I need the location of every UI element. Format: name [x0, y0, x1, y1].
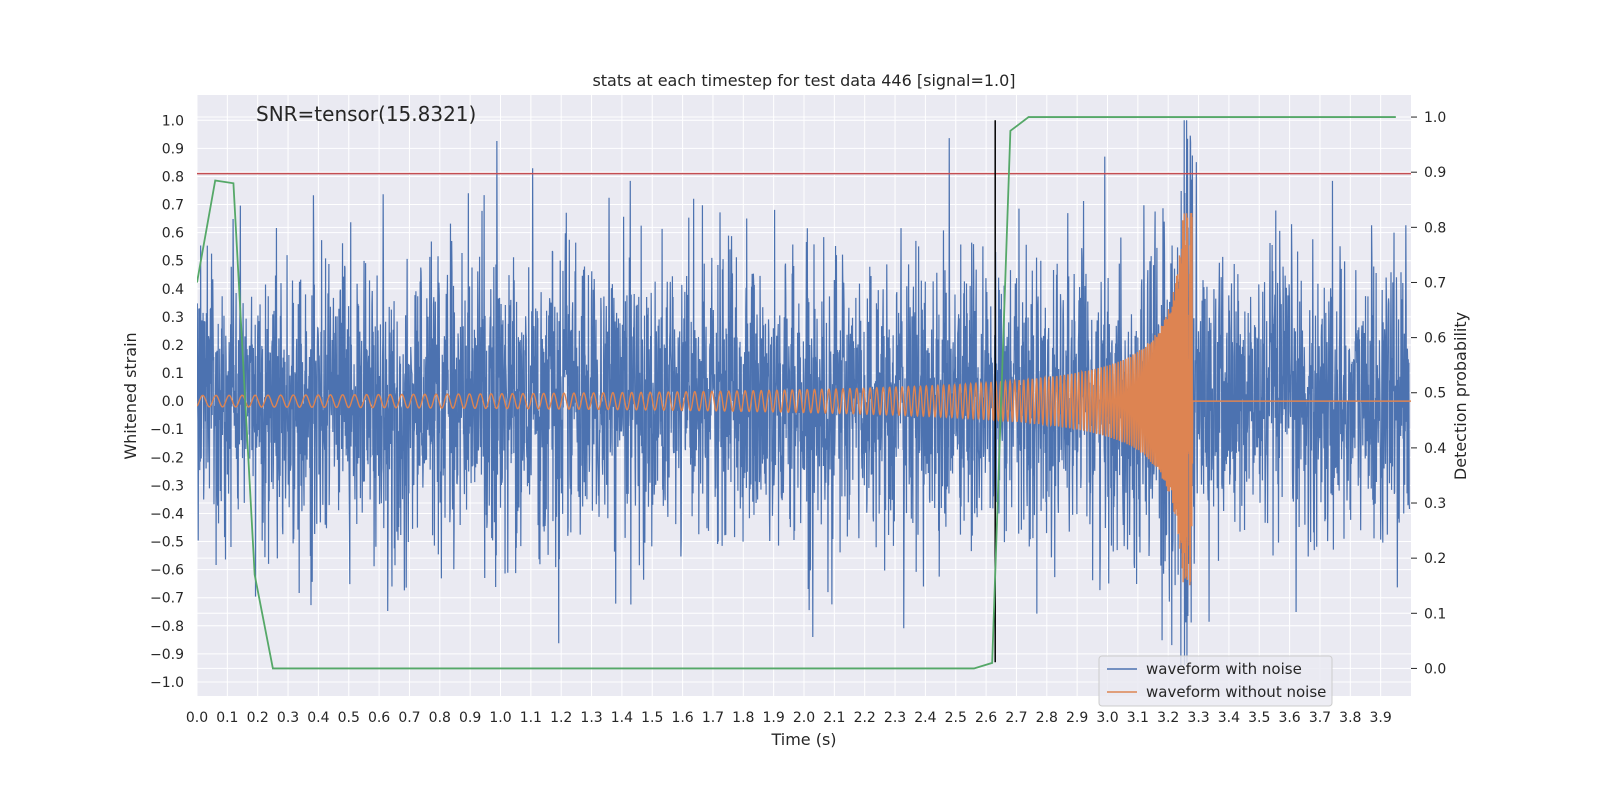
- x-tick-label: 0.2: [247, 710, 269, 726]
- y-axis-ticks: 1.0 0.9 0.8 0.7 0.6 0.5 0.4 0.3 0.2 0.1 0.0 −0.1 −0.…: [150, 113, 184, 691]
- x-tick-label: 0.7: [398, 710, 420, 726]
- y-tick-label: −0.6: [150, 563, 184, 579]
- x-tick-label: 1.1: [520, 710, 542, 726]
- x-tick-label: 2.8: [1036, 710, 1058, 726]
- x-tick-label: 1.6: [671, 710, 693, 726]
- y-tick-label: 1.0: [162, 113, 184, 129]
- y-tick-label: 0.2: [162, 338, 184, 354]
- y-tick-label: 0.5: [162, 254, 184, 270]
- x-tick-label: 3.3: [1187, 710, 1209, 726]
- y-tick-label: −0.1: [150, 422, 184, 438]
- x-tick-label: 1.2: [550, 710, 572, 726]
- x-tick-label: 2.2: [854, 710, 876, 726]
- x-tick-label: 3.9: [1370, 710, 1392, 726]
- x-tick-label: 3.2: [1157, 710, 1179, 726]
- y2-tick-label: 0.2: [1424, 551, 1446, 567]
- series-detection-probability: [197, 116, 1396, 670]
- y-tick-label: 0.9: [162, 141, 184, 157]
- series-waveform-without-noise: [197, 212, 1411, 586]
- chart-marks: [197, 116, 1411, 670]
- legend-label-noise: waveform with noise: [1146, 660, 1302, 678]
- x-tick-label: 0.6: [368, 710, 390, 726]
- y-tick-label: 0.8: [162, 169, 184, 185]
- legend-label-clean: waveform without noise: [1146, 683, 1326, 701]
- legend: waveform with noise waveform without noi…: [1098, 655, 1333, 707]
- y2-tick-label: 0.1: [1424, 606, 1446, 622]
- x-tick-label: 1.5: [641, 710, 663, 726]
- y2-tick-label: 0.7: [1424, 275, 1446, 291]
- y2-axis-label: Detection probability: [1451, 312, 1470, 480]
- x-tick-label: 3.1: [1127, 710, 1149, 726]
- chart-title: stats at each timestep for test data 446…: [592, 71, 1015, 90]
- y2-tick-label: 1.0: [1424, 110, 1446, 126]
- x-tick-label: 1.8: [732, 710, 754, 726]
- y-tick-label: −0.7: [150, 591, 184, 607]
- y2-tick-label: 0.6: [1424, 331, 1446, 347]
- x-tick-label: 3.7: [1309, 710, 1331, 726]
- y-tick-label: 0.0: [162, 394, 184, 410]
- x-tick-label: 1.7: [702, 710, 724, 726]
- y-tick-label: 0.4: [162, 282, 184, 298]
- y-tick-label: −0.4: [150, 506, 184, 522]
- y2-tick-label: 0.8: [1424, 220, 1446, 236]
- x-tick-label: 3.6: [1278, 710, 1300, 726]
- x-tick-label: 3.5: [1248, 710, 1270, 726]
- y2-axis-ticks: 1.0 0.9 0.8 0.7 0.6 0.5 0.4 0.3 0.2 0.1 0.0: [1411, 110, 1446, 677]
- y-tick-label: −0.3: [150, 478, 184, 494]
- x-tick-label: 0.4: [307, 710, 329, 726]
- legend-box: [1098, 655, 1333, 707]
- x-tick-label: 2.3: [884, 710, 906, 726]
- y-tick-label: −0.9: [150, 647, 184, 663]
- y-tick-label: −1.0: [150, 675, 184, 691]
- x-tick-label: 3.4: [1218, 710, 1240, 726]
- y2-tick-label: 0.9: [1424, 165, 1446, 181]
- x-tick-label: 2.6: [975, 710, 997, 726]
- x-tick-label: 3.8: [1339, 710, 1361, 726]
- y2-tick-label: 0.3: [1424, 496, 1446, 512]
- series-waveform-with-noise: [197, 120, 1411, 666]
- y-axis-label: Whitened strain: [121, 332, 140, 459]
- x-tick-label: 2.4: [914, 710, 936, 726]
- x-tick-label: 2.9: [1066, 710, 1088, 726]
- x-tick-label: 0.8: [429, 710, 451, 726]
- x-axis-ticks: 0.0 0.1 0.2 0.3 0.4 0.5 0.6 0.7 0.8 0.9 1.0 1.1 1.2 1…: [186, 710, 1392, 726]
- x-tick-label: 2.1: [823, 710, 845, 726]
- x-tick-label: 1.0: [489, 710, 511, 726]
- x-axis-label: Time (s): [770, 730, 836, 749]
- y2-tick-label: 0.0: [1424, 661, 1446, 677]
- x-tick-label: 1.9: [763, 710, 785, 726]
- y-tick-label: −0.8: [150, 619, 184, 635]
- x-tick-label: 1.4: [611, 710, 633, 726]
- x-tick-label: 2.0: [793, 710, 815, 726]
- y2-tick-label: 0.5: [1424, 386, 1446, 402]
- x-tick-label: 3.0: [1096, 710, 1118, 726]
- y-tick-label: 0.7: [162, 198, 184, 214]
- snr-annotation: SNR=tensor(15.8321): [256, 102, 476, 126]
- y-tick-label: −0.2: [150, 450, 184, 466]
- x-tick-label: 1.3: [580, 710, 602, 726]
- x-tick-label: 0.0: [186, 710, 208, 726]
- y2-tick-label: 0.4: [1424, 441, 1446, 457]
- y-tick-label: 0.6: [162, 226, 184, 242]
- x-tick-label: 0.1: [216, 710, 238, 726]
- x-tick-label: 0.3: [277, 710, 299, 726]
- x-tick-label: 0.9: [459, 710, 481, 726]
- x-tick-label: 2.5: [945, 710, 967, 726]
- y-tick-label: −0.5: [150, 535, 184, 551]
- x-tick-label: 0.5: [338, 710, 360, 726]
- y-tick-label: 0.3: [162, 310, 184, 326]
- x-tick-label: 2.7: [1005, 710, 1027, 726]
- y-tick-label: 0.1: [162, 366, 184, 382]
